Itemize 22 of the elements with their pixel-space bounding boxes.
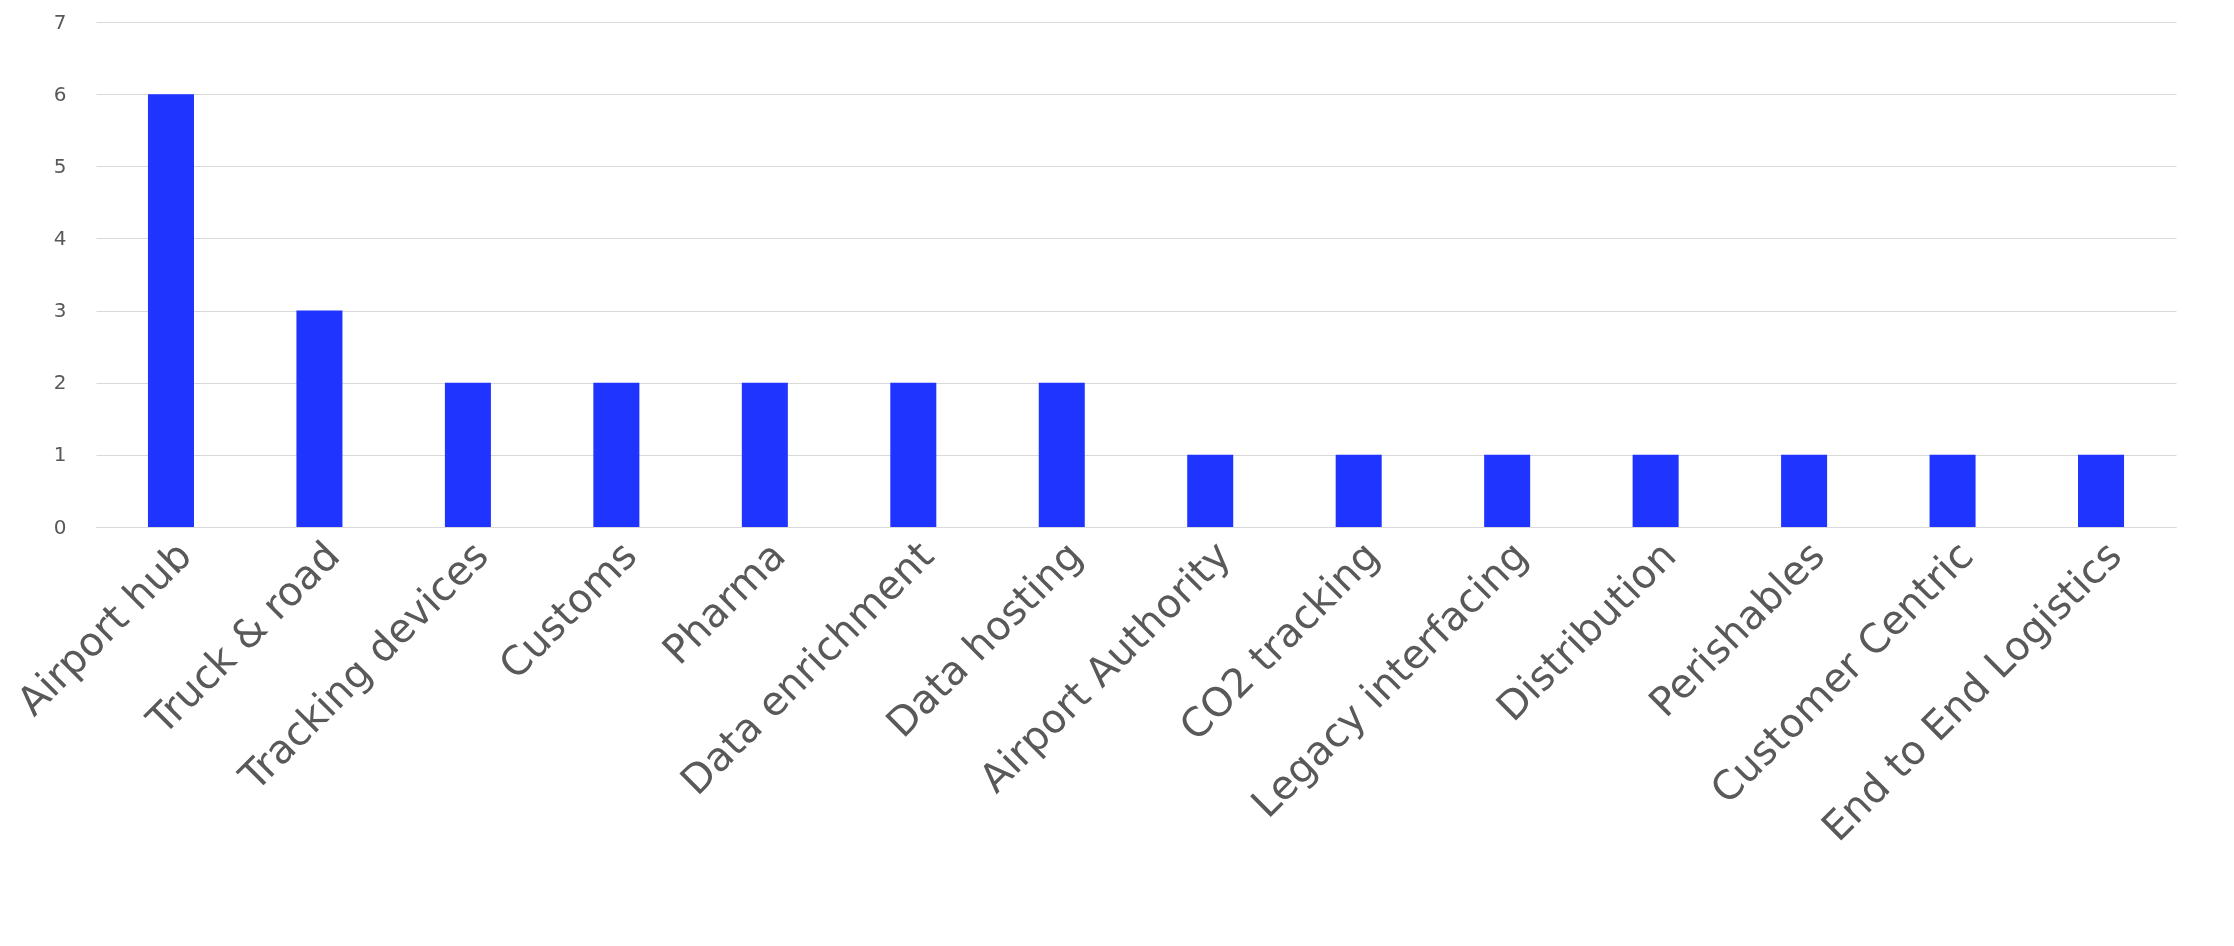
y-tick-label: 0	[53, 514, 67, 539]
bar	[1038, 382, 1085, 527]
y-tick-label: 3	[53, 298, 67, 323]
bar	[741, 382, 788, 527]
bar	[2078, 454, 2125, 527]
bar	[1484, 454, 1531, 527]
y-tick-label: 1	[53, 442, 67, 467]
bar	[1632, 454, 1679, 527]
y-tick-label: 2	[53, 370, 67, 395]
bar	[1929, 454, 1976, 527]
bar	[1335, 454, 1382, 527]
bar	[1781, 454, 1828, 527]
bar	[1187, 454, 1234, 527]
y-tick-label: 6	[53, 81, 67, 106]
bar	[296, 310, 343, 527]
y-tick-label: 7	[53, 9, 67, 34]
bar	[890, 382, 937, 527]
y-tick-label: 4	[53, 225, 67, 250]
y-tick-label: 5	[53, 153, 67, 178]
bar	[444, 382, 491, 527]
bar	[147, 94, 194, 527]
bar	[593, 382, 640, 527]
